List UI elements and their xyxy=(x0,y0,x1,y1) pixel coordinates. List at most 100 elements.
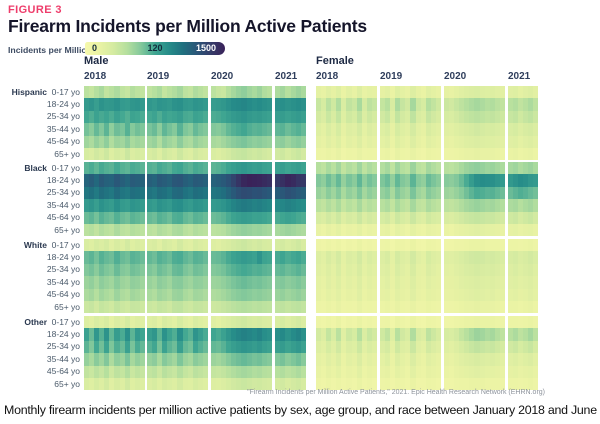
heatmap-block-row xyxy=(380,135,441,148)
heatmap-cell xyxy=(341,328,347,341)
heatmap-cell xyxy=(162,135,168,148)
heatmap-block-row xyxy=(380,239,441,252)
heatmap-block-row xyxy=(147,353,208,366)
heatmap-block-row xyxy=(147,110,208,124)
heatmap-cell xyxy=(356,263,362,277)
heatmap-cell xyxy=(321,224,327,237)
heatmap-cell xyxy=(202,353,208,366)
heatmap-cell xyxy=(172,123,178,136)
heatmap-cell xyxy=(474,276,480,289)
heatmap-cell xyxy=(197,340,203,354)
heatmap-cell xyxy=(202,378,208,391)
heatmap-cell xyxy=(430,186,436,200)
heatmap-cell xyxy=(528,86,533,99)
heatmap-cell xyxy=(385,378,391,391)
heatmap-cell xyxy=(331,199,337,212)
heatmap-block-row xyxy=(508,353,538,366)
heatmap-cell xyxy=(89,301,95,314)
heatmap-cell xyxy=(94,378,100,391)
figure-label: FIGURE 3 xyxy=(8,4,62,16)
heatmap-cell xyxy=(256,378,262,391)
heatmap-cell xyxy=(119,86,125,99)
heatmap-cell xyxy=(152,276,158,289)
heatmap-cell xyxy=(356,301,362,314)
heatmap-cell xyxy=(129,263,135,277)
heatmap-cell xyxy=(326,353,332,366)
heatmap-cell xyxy=(484,353,490,366)
heatmap-cell xyxy=(251,353,257,366)
heatmap-cell xyxy=(119,263,125,277)
heatmap-cell xyxy=(321,365,327,378)
heatmap-cell xyxy=(241,288,247,301)
heatmap-cell xyxy=(104,98,110,111)
heatmap-cell xyxy=(246,378,252,391)
heatmap-cell xyxy=(84,378,90,391)
heatmap-cell xyxy=(89,239,95,252)
heatmap-cell xyxy=(216,263,222,277)
heatmap-cell xyxy=(275,211,281,224)
heatmap-cell xyxy=(380,263,386,277)
heatmap-cell xyxy=(216,98,222,111)
heatmap-cell xyxy=(336,199,342,212)
heatmap-block-row xyxy=(380,340,441,354)
heatmap-cell xyxy=(533,340,538,354)
heatmap-cell xyxy=(489,110,495,124)
heatmap-cell xyxy=(84,174,90,187)
heatmap-cell xyxy=(197,199,203,212)
heatmap-cell xyxy=(513,186,518,200)
heatmap-cell xyxy=(420,162,426,175)
heatmap-cell xyxy=(489,186,495,200)
heatmap-cell xyxy=(241,86,247,99)
heatmap-cell xyxy=(129,378,135,391)
heatmap-cell xyxy=(326,135,332,148)
heatmap-cell xyxy=(261,224,267,237)
heatmap-cell xyxy=(435,98,441,111)
heatmap-cell xyxy=(109,276,115,289)
heatmap-cell xyxy=(454,174,460,187)
heatmap-block-row xyxy=(84,316,145,329)
heatmap-cell xyxy=(251,224,257,237)
heatmap-cell xyxy=(449,378,455,391)
heatmap-cell xyxy=(494,123,500,136)
heatmap-cell xyxy=(430,288,436,301)
heatmap-cell xyxy=(523,251,528,264)
heatmap-cell xyxy=(290,174,296,187)
heatmap-cell xyxy=(167,316,173,329)
heatmap-cell xyxy=(469,224,475,237)
heatmap-cell xyxy=(236,328,242,341)
heatmap-cell xyxy=(275,328,281,341)
heatmap-cell xyxy=(420,316,426,329)
heatmap-cell xyxy=(109,353,115,366)
heatmap-cell xyxy=(410,110,416,124)
heatmap-cell xyxy=(246,123,252,136)
heatmap-cell xyxy=(385,239,391,252)
heatmap-cell xyxy=(162,316,168,329)
heatmap-cell xyxy=(400,110,406,124)
heatmap-cell xyxy=(479,174,485,187)
heatmap-cell xyxy=(266,199,272,212)
heatmap-cell xyxy=(124,162,130,175)
heatmap-cell xyxy=(261,162,267,175)
heatmap-cell xyxy=(187,328,193,341)
heatmap-cell xyxy=(518,98,523,111)
heatmap-cell xyxy=(94,110,100,124)
heatmap-cell xyxy=(513,211,518,224)
heatmap-cell xyxy=(508,239,513,252)
heatmap-cell xyxy=(513,135,518,148)
heatmap-cell xyxy=(275,174,281,187)
heatmap-block-row xyxy=(147,340,208,354)
heatmap-cell xyxy=(167,123,173,136)
heatmap-cell xyxy=(152,162,158,175)
heatmap-cell xyxy=(157,135,163,148)
heatmap-cell xyxy=(321,263,327,277)
heatmap-cell xyxy=(459,276,465,289)
heatmap-cell xyxy=(430,123,436,136)
heatmap-cell xyxy=(197,328,203,341)
heatmap-cell xyxy=(489,199,495,212)
heatmap-cell xyxy=(285,378,291,391)
heatmap-cell xyxy=(508,365,513,378)
heatmap-cell xyxy=(469,98,475,111)
heatmap-cell xyxy=(152,340,158,354)
heatmap-cell xyxy=(405,353,411,366)
heatmap-cell xyxy=(435,378,441,391)
